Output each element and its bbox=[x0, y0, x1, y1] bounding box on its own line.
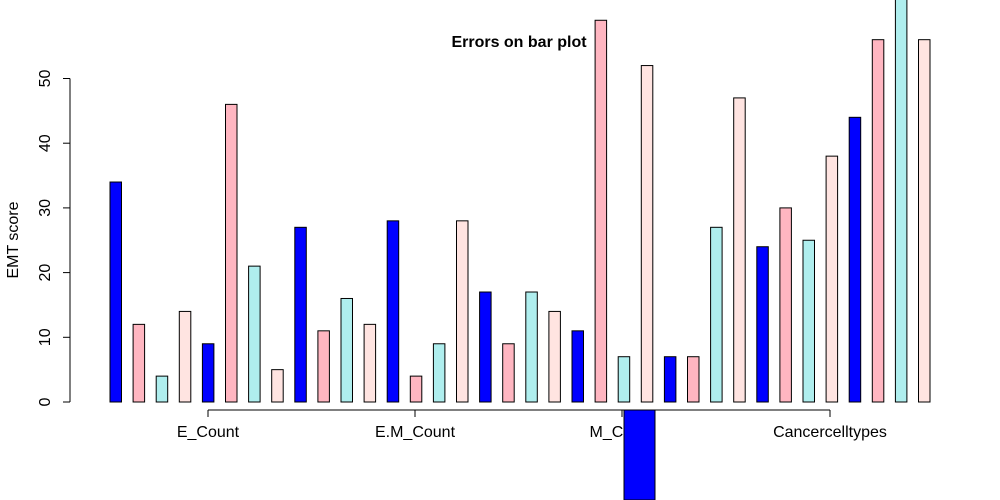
bar bbox=[640, 65, 654, 403]
bar bbox=[317, 330, 330, 403]
chart-title: Errors on bar plot bbox=[451, 34, 587, 51]
y-axis-label: EMT score bbox=[5, 201, 22, 278]
bar bbox=[894, 0, 908, 403]
bar bbox=[386, 220, 400, 403]
x-tick-label: Cancercelltypes bbox=[773, 424, 887, 441]
x-tick-label: E.M_Count bbox=[375, 424, 456, 441]
y-tick-label: 0 bbox=[37, 397, 54, 406]
bar bbox=[918, 39, 931, 403]
bar bbox=[502, 343, 515, 403]
bar bbox=[871, 39, 885, 403]
x-axis: E_Count E.M_Count M_Count Cancercelltypes bbox=[177, 409, 887, 441]
bar bbox=[710, 226, 723, 403]
bar bbox=[225, 103, 238, 403]
y-tick-label: 50 bbox=[37, 70, 54, 88]
bar bbox=[271, 369, 284, 403]
bar bbox=[733, 97, 746, 403]
bar bbox=[617, 356, 631, 403]
bar bbox=[594, 19, 608, 403]
x-tick-label: E_Count bbox=[177, 424, 240, 441]
bar bbox=[178, 310, 192, 403]
y-axis: 0 10 20 30 40 50 bbox=[37, 70, 71, 406]
extra-bar bbox=[623, 409, 656, 500]
bar bbox=[825, 155, 839, 403]
bar bbox=[409, 375, 423, 403]
bar bbox=[687, 356, 700, 403]
bar bbox=[432, 343, 446, 403]
bar bbox=[294, 226, 307, 403]
bar bbox=[779, 207, 792, 403]
bar bbox=[479, 291, 492, 403]
bar bbox=[201, 343, 215, 403]
y-tick-label: 40 bbox=[37, 134, 54, 152]
bar bbox=[756, 246, 769, 403]
bar bbox=[132, 323, 146, 403]
bar bbox=[571, 330, 584, 403]
y-tick-label: 10 bbox=[37, 328, 54, 346]
y-tick-label: 30 bbox=[37, 199, 54, 217]
bar bbox=[340, 297, 353, 403]
y-tick-label: 20 bbox=[37, 264, 54, 282]
bar bbox=[525, 291, 538, 403]
bar bbox=[155, 375, 169, 403]
bar bbox=[663, 356, 677, 403]
bar bbox=[109, 181, 122, 403]
bar bbox=[802, 239, 815, 403]
bar bbox=[248, 265, 261, 403]
bars-group bbox=[109, 0, 931, 403]
bar bbox=[363, 323, 377, 403]
bar bbox=[848, 116, 862, 403]
bar bbox=[548, 310, 561, 403]
bar bbox=[456, 220, 469, 403]
